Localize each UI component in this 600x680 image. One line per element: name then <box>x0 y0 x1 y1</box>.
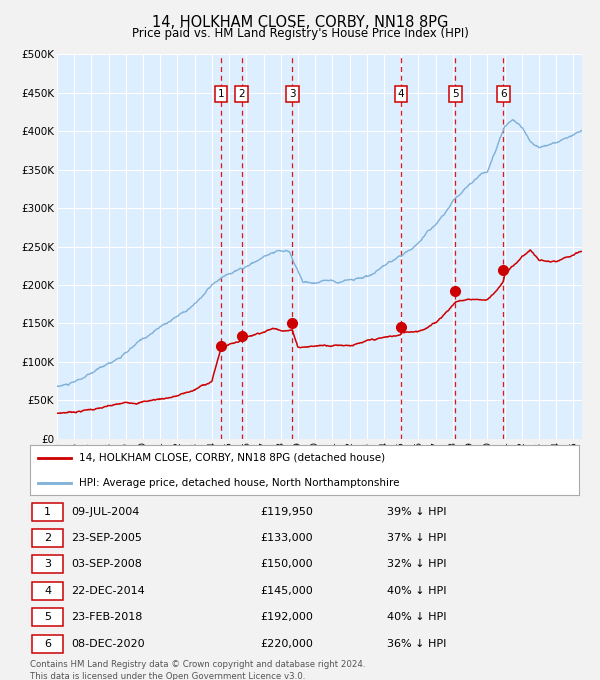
Text: 23-FEB-2018: 23-FEB-2018 <box>71 612 143 622</box>
Text: 6: 6 <box>500 89 506 99</box>
FancyBboxPatch shape <box>32 582 64 600</box>
Text: 23-SEP-2005: 23-SEP-2005 <box>71 533 142 543</box>
Text: 1: 1 <box>44 507 51 517</box>
Text: 1: 1 <box>218 89 224 99</box>
Text: £133,000: £133,000 <box>260 533 313 543</box>
Text: £145,000: £145,000 <box>260 586 313 596</box>
Text: Contains HM Land Registry data © Crown copyright and database right 2024.: Contains HM Land Registry data © Crown c… <box>30 660 365 668</box>
Text: 39% ↓ HPI: 39% ↓ HPI <box>387 507 446 517</box>
FancyBboxPatch shape <box>32 556 64 573</box>
Text: 3: 3 <box>44 560 51 569</box>
Text: 08-DEC-2020: 08-DEC-2020 <box>71 639 145 649</box>
FancyBboxPatch shape <box>32 634 64 653</box>
Text: 2: 2 <box>238 89 245 99</box>
FancyBboxPatch shape <box>32 609 64 626</box>
Text: Price paid vs. HM Land Registry's House Price Index (HPI): Price paid vs. HM Land Registry's House … <box>131 27 469 40</box>
Text: 37% ↓ HPI: 37% ↓ HPI <box>387 533 446 543</box>
Text: 32% ↓ HPI: 32% ↓ HPI <box>387 560 446 569</box>
Text: 3: 3 <box>289 89 296 99</box>
Text: 5: 5 <box>44 612 51 622</box>
Text: 5: 5 <box>452 89 458 99</box>
FancyBboxPatch shape <box>32 503 64 521</box>
Text: 6: 6 <box>44 639 51 649</box>
FancyBboxPatch shape <box>32 529 64 547</box>
Text: 40% ↓ HPI: 40% ↓ HPI <box>387 612 446 622</box>
Text: £220,000: £220,000 <box>260 639 313 649</box>
Text: 40% ↓ HPI: 40% ↓ HPI <box>387 586 446 596</box>
Text: £192,000: £192,000 <box>260 612 313 622</box>
Text: 36% ↓ HPI: 36% ↓ HPI <box>387 639 446 649</box>
Text: £119,950: £119,950 <box>260 507 313 517</box>
Text: 2: 2 <box>44 533 51 543</box>
Text: 14, HOLKHAM CLOSE, CORBY, NN18 8PG: 14, HOLKHAM CLOSE, CORBY, NN18 8PG <box>152 15 448 30</box>
Text: 4: 4 <box>397 89 404 99</box>
Text: 09-JUL-2004: 09-JUL-2004 <box>71 507 140 517</box>
Text: £150,000: £150,000 <box>260 560 313 569</box>
Text: 03-SEP-2008: 03-SEP-2008 <box>71 560 142 569</box>
Text: HPI: Average price, detached house, North Northamptonshire: HPI: Average price, detached house, Nort… <box>79 477 400 488</box>
Text: This data is licensed under the Open Government Licence v3.0.: This data is licensed under the Open Gov… <box>30 672 305 680</box>
Text: 14, HOLKHAM CLOSE, CORBY, NN18 8PG (detached house): 14, HOLKHAM CLOSE, CORBY, NN18 8PG (deta… <box>79 453 386 463</box>
Text: 22-DEC-2014: 22-DEC-2014 <box>71 586 145 596</box>
Text: 4: 4 <box>44 586 51 596</box>
